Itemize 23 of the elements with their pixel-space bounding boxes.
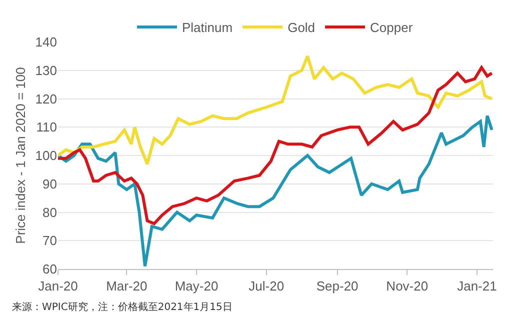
y-tick-label: 140: [35, 34, 57, 50]
y-tick-label: 100: [35, 148, 57, 164]
source-note: 来源：WPIC研究，注：价格截至2021年1月15日: [12, 301, 232, 313]
y-tick-label: 110: [36, 120, 57, 135]
x-tick-label: Jan-20: [38, 278, 78, 294]
x-tick-label: May-20: [174, 278, 218, 294]
y-tick-label: 130: [35, 62, 57, 78]
legend-label: Gold: [288, 20, 316, 36]
y-tick-label: 120: [35, 91, 57, 106]
x-tick-label: Jan-21: [457, 278, 497, 294]
x-tick-label: Jul-20: [248, 278, 284, 294]
y-tick-label: 60: [42, 262, 57, 277]
x-tick-label: Nov-20: [386, 278, 428, 294]
y-tick-label: 90: [42, 176, 57, 192]
x-tick-label: Sep-20: [316, 278, 358, 294]
legend-label: Platinum: [182, 20, 233, 36]
x-tick-label: Mar-20: [106, 278, 148, 294]
line-series: [58, 66, 493, 226]
y-axis-title: Price index - 1 Jan 2020 = 100: [13, 67, 28, 244]
y-tick-label: 80: [42, 204, 57, 220]
y-tick-label: 70: [42, 233, 57, 248]
line-series: [58, 54, 493, 166]
legend-label: Copper: [370, 20, 414, 36]
